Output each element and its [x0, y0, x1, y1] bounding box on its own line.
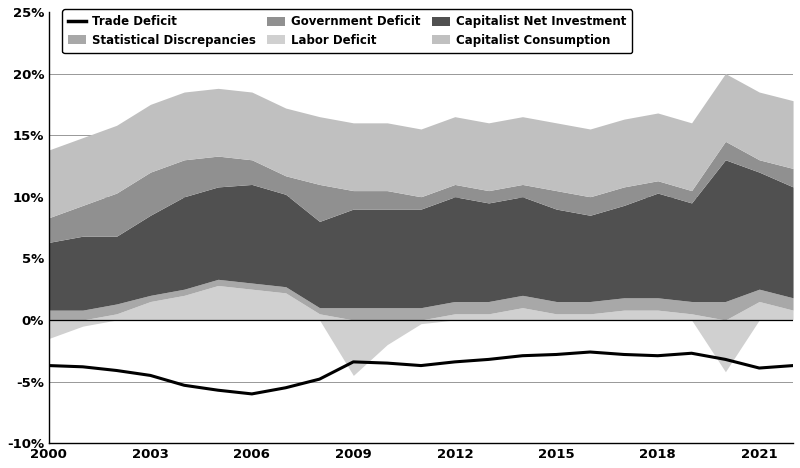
Legend: Trade Deficit, Statistical Discrepancies, Government Deficit, Labor Deficit, Cap: Trade Deficit, Statistical Discrepancies… — [62, 9, 632, 53]
